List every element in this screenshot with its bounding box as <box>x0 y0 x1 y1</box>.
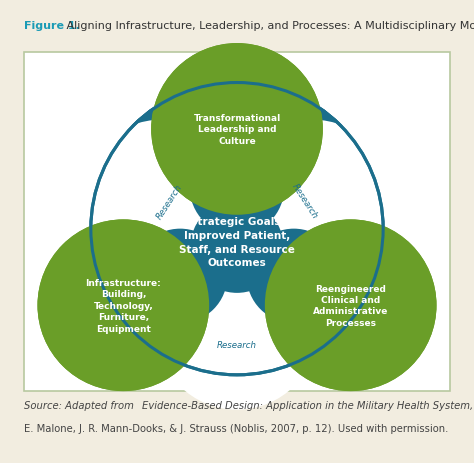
Circle shape <box>91 83 383 375</box>
Circle shape <box>191 200 283 293</box>
Circle shape <box>151 44 323 215</box>
Circle shape <box>265 220 437 391</box>
Text: E. Malone, J. R. Mann-Dooks, & J. Strauss (Noblis, 2007, p. 12). Used with permi: E. Malone, J. R. Mann-Dooks, & J. Straus… <box>24 423 448 433</box>
Circle shape <box>81 120 243 282</box>
Text: Source: Adapted from: Source: Adapted from <box>24 400 137 411</box>
Text: Research: Research <box>290 182 319 220</box>
Text: Research: Research <box>217 340 257 350</box>
Text: Figure 1.: Figure 1. <box>24 21 80 31</box>
Circle shape <box>133 229 228 323</box>
Circle shape <box>37 220 209 391</box>
Text: Infrastructure:
Building,
Technology,
Furniture,
Equipment: Infrastructure: Building, Technology, Fu… <box>85 278 161 333</box>
Text: Reengineered
Clinical and
Administrative
Processes: Reengineered Clinical and Administrative… <box>313 284 388 327</box>
Text: Strategic Goals:
Improved Patient,
Staff, and Resource
Outcomes: Strategic Goals: Improved Patient, Staff… <box>179 217 295 268</box>
Text: Research: Research <box>155 182 184 220</box>
Text: Evidence-Based Design: Application in the Military Health System,: Evidence-Based Design: Application in th… <box>142 400 473 411</box>
Circle shape <box>246 229 341 323</box>
Circle shape <box>151 44 323 215</box>
Text: Transformational
Leadership and
Culture: Transformational Leadership and Culture <box>193 114 281 145</box>
Circle shape <box>91 83 383 375</box>
FancyBboxPatch shape <box>24 53 450 391</box>
Text: Aligning Infrastructure, Leadership, and Processes: A Multidisciplinary Model.: Aligning Infrastructure, Leadership, and… <box>63 21 474 31</box>
Circle shape <box>156 248 318 410</box>
Circle shape <box>190 141 284 235</box>
Circle shape <box>265 220 437 391</box>
Circle shape <box>231 120 393 282</box>
Circle shape <box>37 220 209 391</box>
